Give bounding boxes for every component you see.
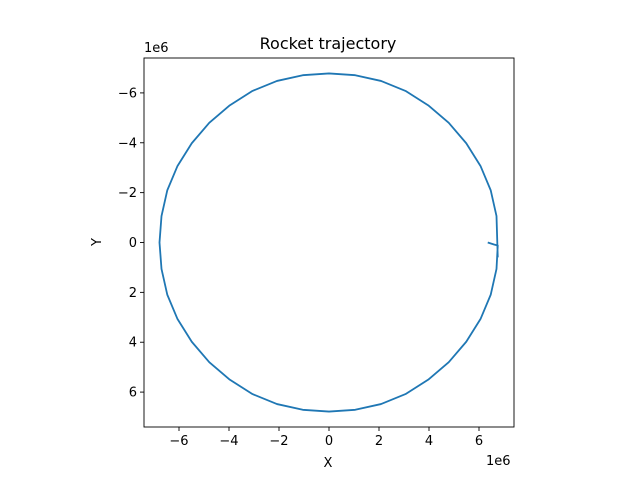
x-tick-label: 6 bbox=[475, 434, 483, 449]
x-tick-label: −2 bbox=[269, 434, 288, 449]
y-axis-label: Y bbox=[90, 238, 105, 247]
plot-frame bbox=[143, 57, 515, 428]
plot-area bbox=[143, 57, 515, 428]
x-offset-label: 1e6 bbox=[486, 454, 511, 469]
y-offset-label: 1e6 bbox=[144, 41, 169, 56]
x-axis-ticks: −6 −4 −2 0 2 4 6 bbox=[169, 427, 483, 449]
x-tick-label: 0 bbox=[325, 434, 333, 449]
y-tick-label: −2 bbox=[118, 186, 137, 201]
y-tick-label: −6 bbox=[118, 86, 137, 101]
x-tick-label: −4 bbox=[219, 434, 238, 449]
y-tick-label: 6 bbox=[129, 386, 137, 401]
y-tick-label: 2 bbox=[129, 286, 137, 301]
y-tick-label: −4 bbox=[118, 136, 137, 151]
y-axis-ticks: −6 −4 −2 0 2 4 6 bbox=[118, 86, 144, 401]
x-tick-label: 4 bbox=[425, 434, 433, 449]
y-tick-label: 4 bbox=[129, 336, 137, 351]
y-tick-label: 0 bbox=[129, 236, 137, 251]
trajectory-line bbox=[158, 72, 499, 413]
x-axis-label: X bbox=[324, 456, 333, 471]
x-tick-label: 2 bbox=[375, 434, 383, 449]
x-tick-label: −6 bbox=[169, 434, 188, 449]
chart-title: Rocket trajectory bbox=[260, 34, 397, 53]
